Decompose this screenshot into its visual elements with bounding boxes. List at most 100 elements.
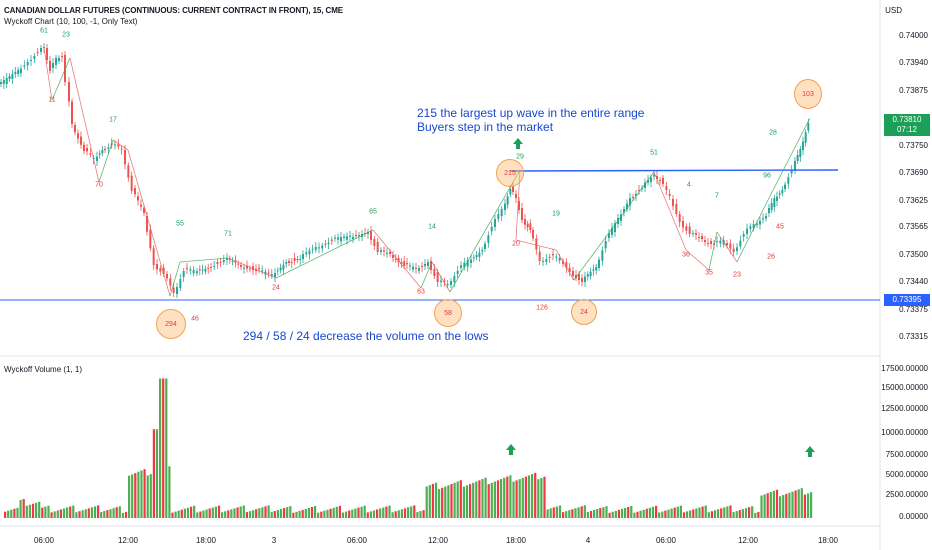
- volume-bar: [307, 507, 310, 518]
- volume-bar: [162, 378, 165, 518]
- candle: [213, 266, 216, 267]
- candle: [453, 276, 456, 282]
- volume-bar: [369, 511, 372, 518]
- volume-bar: [574, 508, 577, 518]
- volume-bar: [345, 511, 348, 518]
- candle: [500, 209, 503, 216]
- volume-tick: 7500.00000: [885, 450, 928, 459]
- wave-label-down: 126: [536, 304, 548, 312]
- time-tick: 12:00: [737, 536, 759, 545]
- candle: [270, 274, 273, 276]
- volume-bar: [788, 492, 791, 518]
- wave-label-up: 71: [224, 230, 232, 238]
- candle: [524, 219, 526, 225]
- time-tick: 12:00: [427, 536, 449, 545]
- candle: [584, 276, 586, 282]
- wave-segment: [708, 231, 718, 271]
- annotation-largest-wave[interactable]: 215 the largest up wave in the entire ra…: [417, 106, 645, 120]
- volume-bar: [558, 505, 562, 518]
- candle: [589, 271, 592, 277]
- indicator-label-wyckoff-volume[interactable]: Wyckoff Volume (1, 1): [4, 365, 83, 374]
- indicator-label-wyckoff-chart[interactable]: Wyckoff Chart (10, 100, -1, Only Text): [4, 17, 138, 26]
- volume-bar: [769, 492, 772, 518]
- volume-bar: [112, 508, 115, 518]
- volume-bar: [320, 511, 323, 518]
- candle: [71, 101, 73, 124]
- volume-bar: [140, 470, 143, 518]
- volume-bar: [329, 508, 332, 518]
- candle: [668, 194, 671, 196]
- candle: [545, 259, 548, 262]
- candle: [321, 245, 324, 249]
- volume-bar: [267, 505, 270, 518]
- volume-bar: [10, 509, 13, 518]
- annotation-volume-lows[interactable]: 294 / 58 / 24 decrease the volume on the…: [243, 329, 489, 343]
- volume-bar: [363, 505, 366, 518]
- volume-bar: [800, 488, 803, 518]
- volume-bar: [599, 508, 602, 518]
- volume-bar: [744, 508, 748, 518]
- candle: [710, 241, 712, 244]
- annotation-buyers[interactable]: Buyers step in the market: [417, 120, 554, 134]
- candle: [152, 248, 155, 265]
- volume-bar: [620, 508, 624, 518]
- volume-bar: [608, 512, 611, 518]
- volume-bar: [580, 506, 583, 518]
- volume-bar: [180, 509, 183, 518]
- volume-bar: [397, 510, 400, 518]
- candle: [770, 203, 773, 210]
- candle: [120, 148, 123, 150]
- candle: [305, 252, 308, 255]
- volume-bar: [38, 501, 41, 518]
- candle: [26, 62, 29, 66]
- volume-bar: [354, 508, 357, 518]
- volume-circle[interactable]: 58: [434, 299, 462, 327]
- volume-bar: [53, 511, 56, 518]
- candle: [36, 52, 39, 53]
- candle: [204, 268, 207, 272]
- volume-bar: [741, 509, 744, 518]
- candle: [799, 149, 802, 157]
- volume-circle[interactable]: 24: [571, 299, 597, 325]
- volume-circle[interactable]: 103: [794, 79, 822, 109]
- volume-bar: [66, 507, 69, 518]
- candle: [258, 268, 260, 270]
- volume-circle[interactable]: 215: [496, 159, 524, 187]
- volume-bar: [490, 482, 493, 518]
- candle: [397, 258, 400, 262]
- candle: [595, 267, 598, 271]
- candle: [117, 144, 120, 147]
- candle: [330, 239, 333, 241]
- candle: [409, 265, 411, 267]
- wave-segment: [767, 117, 811, 201]
- volume-bar: [425, 486, 428, 518]
- symbol-title[interactable]: CANADIAN DOLLAR FUTURES (CONTINUOUS: CUR…: [4, 6, 344, 15]
- volume-bar: [190, 506, 193, 518]
- volume-bar: [168, 466, 171, 518]
- volume-bar: [242, 505, 245, 518]
- volume-bar: [149, 474, 152, 518]
- candle: [552, 254, 554, 256]
- candle: [8, 76, 11, 79]
- time-tick: 06:00: [33, 536, 55, 545]
- candle: [776, 196, 778, 201]
- candle: [23, 65, 26, 67]
- candle: [662, 178, 664, 184]
- candle: [46, 48, 48, 60]
- countdown-badge: 07:12: [884, 124, 930, 136]
- candle: [601, 250, 604, 261]
- volume-bar: [676, 506, 679, 518]
- candle: [762, 218, 764, 220]
- candle: [647, 180, 649, 183]
- volume-circle[interactable]: 294: [156, 309, 186, 339]
- volume-bar: [738, 510, 741, 518]
- candle: [89, 153, 92, 155]
- volume-bar: [394, 511, 397, 518]
- candle: [279, 267, 282, 271]
- candle: [276, 270, 279, 272]
- candle: [77, 133, 79, 139]
- volume-bar: [217, 505, 221, 518]
- time-tick: 18:00: [817, 536, 839, 545]
- volume-bar: [84, 509, 87, 518]
